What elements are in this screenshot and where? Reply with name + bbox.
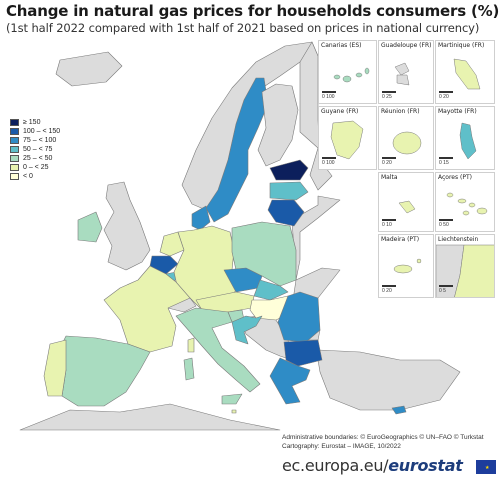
legend-item: < 0 — [10, 172, 60, 181]
inset-canarias: Canarias (ES) 0 100 — [318, 40, 377, 104]
scale-bar: 0 100 — [322, 157, 336, 166]
inset-canarias-shape — [333, 67, 370, 83]
legend-swatch — [10, 164, 19, 171]
legend-swatch — [10, 128, 19, 135]
region-greenland-iceland — [55, 51, 123, 87]
region-romania — [277, 291, 321, 343]
url-domain: ec.europa.eu/ — [282, 456, 389, 475]
map-credits: Administrative boundaries: © EuroGeograp… — [282, 433, 484, 451]
region-slovakia — [253, 279, 289, 301]
inset-liechtenstein-shape — [436, 244, 494, 297]
inset-martinique-shape — [453, 58, 481, 90]
scale-bar: 0 20 — [439, 91, 453, 100]
legend-label: 75 – < 100 — [23, 137, 57, 144]
credits-cartography: Cartography: Eurostat – IMAGE, 10/2022 — [282, 443, 401, 450]
legend-label: 25 – < 50 — [23, 155, 53, 162]
region-north-africa — [19, 403, 281, 431]
inset-label: Mayotte (FR) — [438, 108, 477, 115]
region-france — [103, 265, 191, 353]
scale-bar: 0 20 — [382, 157, 396, 166]
region-netherlands — [159, 231, 185, 257]
inset-madeira-shape — [393, 258, 422, 274]
eurostat-url[interactable]: ec.europa.eu/eurostat — [282, 456, 463, 475]
legend-swatch — [10, 146, 19, 153]
europe-map — [19, 41, 461, 431]
region-united-kingdom — [103, 181, 151, 271]
scale-bar: 0 15 — [439, 157, 453, 166]
region-croatia — [231, 315, 263, 345]
inset-label: Guadeloupe (FR) — [381, 42, 432, 49]
inset-madeira: Madeira (PT) 0 20 — [378, 234, 434, 298]
region-greece — [269, 357, 311, 405]
legend-swatch — [10, 155, 19, 162]
map-subtitle: (1st half 2022 compared with 1st half of… — [6, 21, 480, 35]
inset-reunion-shape — [392, 131, 422, 155]
legend-swatch — [10, 137, 19, 144]
inset-label: Canarias (ES) — [321, 42, 362, 49]
inset-label: Açores (PT) — [438, 174, 472, 181]
eu-flag-icon: ★ — [476, 460, 496, 474]
legend-label: 100 – < 150 — [23, 128, 61, 135]
inset-guadeloupe: Guadeloupe (FR) 0 25 — [378, 40, 434, 104]
inset-label: Réunion (FR) — [381, 108, 420, 115]
inset-label: Liechtenstein — [438, 236, 479, 243]
eurostat-brand: eurostat — [388, 456, 463, 475]
legend-item: 0 – < 25 — [10, 163, 60, 172]
inset-label: Martinique (FR) — [438, 42, 485, 49]
inset-label: Madeira (PT) — [381, 236, 420, 243]
map-title: Change in natural gas prices for househo… — [6, 2, 500, 20]
inset-martinique: Martinique (FR) 0 20 — [435, 40, 495, 104]
region-finland — [257, 83, 299, 167]
region-turkey — [317, 349, 461, 411]
inset-guyane-shape — [330, 120, 364, 160]
inset-guyane: Guyane (FR) 0 100 — [318, 106, 377, 170]
scale-bar: 0 5 — [439, 285, 453, 294]
region-italy — [175, 307, 261, 393]
inset-reunion: Réunion (FR) 0 20 — [378, 106, 434, 170]
legend-item: 50 – < 75 — [10, 145, 60, 154]
region-malta-main — [231, 409, 237, 414]
region-latvia — [269, 181, 309, 201]
inset-acores-shape — [446, 192, 488, 216]
region-portugal — [43, 339, 67, 397]
legend-swatch — [10, 119, 19, 126]
legend-item: 100 – < 150 — [10, 127, 60, 136]
region-bulgaria — [283, 339, 323, 367]
scale-bar: 0 20 — [382, 285, 396, 294]
inset-guadeloupe-shape — [394, 62, 410, 86]
inset-label: Malta — [381, 174, 398, 181]
legend-label: < 0 — [23, 173, 33, 180]
legend-label: 50 – < 75 — [23, 146, 53, 153]
legend-swatch — [10, 173, 19, 180]
scale-bar: 0 100 — [322, 91, 336, 100]
legend-item: 25 – < 50 — [10, 154, 60, 163]
region-lithuania — [267, 199, 305, 227]
legend-label: 0 – < 25 — [23, 164, 49, 171]
scale-bar: 0 10 — [382, 219, 396, 228]
legend-item: 75 – < 100 — [10, 136, 60, 145]
inset-mayotte-shape — [459, 122, 477, 160]
scale-bar: 0 50 — [439, 219, 453, 228]
region-sardinia — [183, 357, 195, 381]
region-sicily — [221, 393, 243, 405]
inset-mayotte: Mayotte (FR) 0 15 — [435, 106, 495, 170]
legend-label: ≥ 150 — [23, 119, 41, 126]
inset-malta: Malta 0 10 — [378, 172, 434, 232]
inset-label: Guyane (FR) — [321, 108, 359, 115]
credits-boundaries: Administrative boundaries: © EuroGeograp… — [282, 434, 484, 441]
inset-malta-shape — [398, 200, 416, 214]
region-ireland — [77, 211, 103, 243]
region-cyprus — [391, 405, 407, 415]
region-corsica — [187, 337, 195, 353]
inset-acores: Açores (PT) 0 50 — [435, 172, 495, 232]
inset-liechtenstein: Liechtenstein 0 5 — [435, 234, 495, 298]
map-legend: ≥ 150 100 – < 150 75 – < 100 50 – < 75 2… — [10, 118, 60, 181]
region-estonia — [269, 159, 309, 181]
scale-bar: 0 25 — [382, 91, 396, 100]
legend-item: ≥ 150 — [10, 118, 60, 127]
region-denmark — [191, 205, 211, 231]
